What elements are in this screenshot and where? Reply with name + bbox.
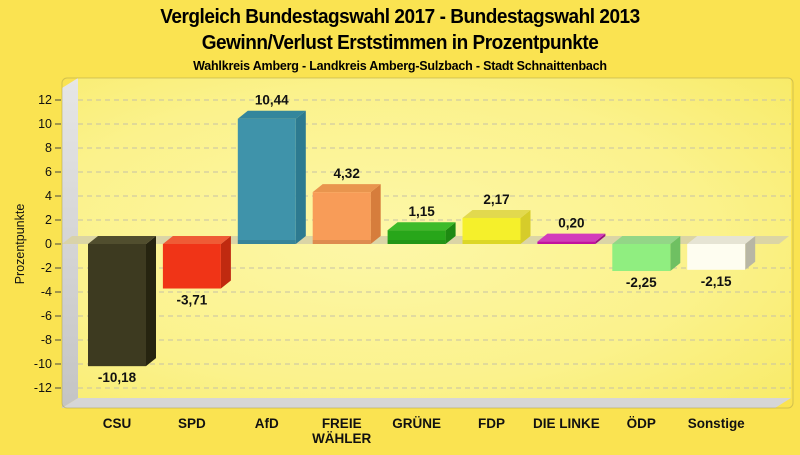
- bar-side-face: [445, 222, 456, 244]
- bar-side-face: [520, 209, 531, 244]
- bar-value-label: -2,25: [626, 275, 657, 290]
- y-tick-label: -6: [41, 309, 52, 323]
- plot-border: [61, 77, 794, 409]
- bar-front-face: [612, 244, 671, 271]
- bar-front-face: [312, 192, 371, 244]
- bar-top-face: [687, 236, 756, 244]
- bar-top-face: [387, 222, 456, 231]
- bar-front-face: [687, 244, 746, 270]
- category-label: FDP: [478, 416, 505, 431]
- y-tick-label: -4: [41, 285, 52, 299]
- bar-base-shade: [387, 240, 446, 244]
- category-label: CSU: [103, 416, 132, 431]
- y-tick-label: 0: [45, 237, 52, 251]
- bar-sonstige: [687, 236, 756, 270]
- bar-ödp: [612, 236, 681, 271]
- bar-value-label: -10,18: [98, 370, 137, 385]
- category-label: GRÜNE: [392, 416, 441, 431]
- bar-front-face: [237, 118, 296, 244]
- bar-top-face: [88, 236, 156, 244]
- bar-side-face: [370, 184, 381, 244]
- bar-base-shade: [237, 240, 296, 244]
- bar-value-label: 4,32: [334, 166, 360, 181]
- y-tick-label: 4: [45, 189, 52, 203]
- category-label: Sonstige: [688, 416, 745, 431]
- bar-value-label: -2,15: [701, 274, 732, 289]
- bar-front-face: [88, 244, 146, 367]
- bar-side-face: [595, 233, 606, 244]
- bar-value-label: 10,44: [255, 93, 289, 108]
- bar-top-face: [312, 184, 381, 193]
- bar-side-face: [745, 236, 756, 270]
- chart-caption: Wahlkreis Amberg - Landkreis Amberg-Sulz…: [193, 59, 607, 73]
- y-tick-label: 8: [45, 141, 52, 155]
- bar-top-face: [612, 236, 681, 244]
- bar-front-face: [537, 241, 596, 244]
- y-tick-label: 6: [45, 165, 52, 179]
- bar-die linke: [537, 233, 606, 244]
- bar-side-face: [295, 110, 306, 244]
- chart-header: Vergleich Bundestagswahl 2017 - Bundesta…: [0, 0, 800, 73]
- bar-top-face: [462, 209, 531, 218]
- bar-front-face: [162, 244, 221, 289]
- bar-value-label: 0,20: [558, 216, 584, 231]
- bar-top-face: [237, 110, 306, 119]
- bar-base-shade: [462, 240, 521, 244]
- bar-side-face: [146, 236, 156, 367]
- bar-value-label: -3,71: [177, 293, 208, 308]
- y-tick-label: -10: [34, 357, 52, 371]
- bar-base-shade: [312, 240, 371, 244]
- category-label: SPD: [178, 416, 206, 431]
- bar-value-label: 2,17: [483, 192, 509, 207]
- bar-top-face: [162, 236, 231, 244]
- bar-afd: [237, 110, 306, 244]
- bar-csu: [88, 236, 156, 367]
- category-label: WÄHLER: [312, 431, 371, 446]
- chart-subtitle: Gewinn/Verlust Erststimmen in Prozentpun…: [201, 32, 599, 54]
- y-tick-label: -8: [41, 333, 52, 347]
- y-axis-title: Prozentpunkte: [13, 204, 27, 285]
- category-label: FREIE: [322, 416, 362, 431]
- category-label: DIE LINKE: [533, 416, 600, 431]
- bar-value-label: 1,15: [408, 204, 435, 219]
- chart-title: Vergleich Bundestagswahl 2017 - Bundesta…: [160, 6, 640, 28]
- bar-side-face: [670, 236, 681, 271]
- bar-top-face: [537, 233, 606, 242]
- y-tick-label: 2: [45, 213, 52, 227]
- bar-spd: [162, 236, 231, 289]
- y-tick-label: -12: [34, 381, 52, 395]
- y-tick-label: 12: [38, 93, 52, 107]
- bar-side-face: [220, 236, 231, 289]
- category-label: AfD: [255, 416, 279, 431]
- bar-front-face: [387, 230, 446, 244]
- bar-grüne: [387, 222, 456, 244]
- bar-fdp: [462, 209, 531, 244]
- y-tick-label: -2: [41, 261, 52, 275]
- bar-freie-wähler: [312, 184, 381, 244]
- category-label: ÖDP: [627, 416, 656, 431]
- floor-3d: [62, 398, 791, 408]
- y-tick-label: 10: [38, 117, 52, 131]
- bar-front-face: [462, 217, 521, 244]
